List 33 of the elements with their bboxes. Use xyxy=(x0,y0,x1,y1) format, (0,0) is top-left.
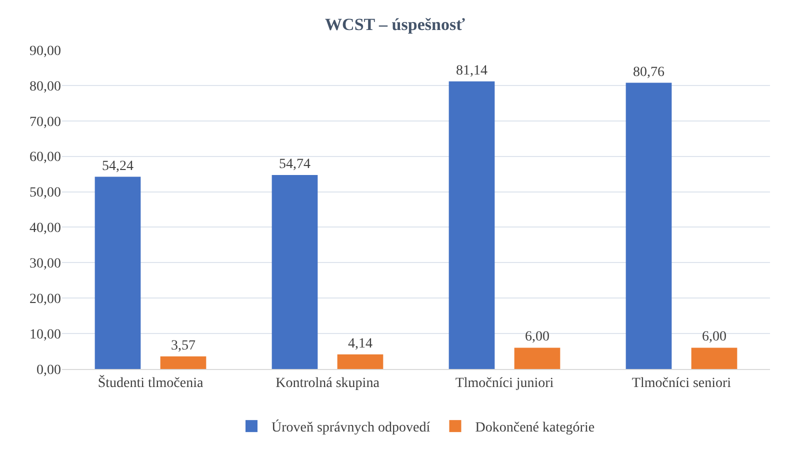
data-label: 6,00 xyxy=(702,330,726,345)
data-label: 3,57 xyxy=(170,338,196,354)
y-tick-label: 80,00 xyxy=(30,79,61,94)
data-label: 6,00 xyxy=(524,330,550,345)
y-tick-label: 20,00 xyxy=(30,292,61,308)
data-label: 54,74 xyxy=(279,156,311,172)
y-tick-label: 0,00 xyxy=(36,362,61,378)
bar xyxy=(272,174,318,369)
y-tick-label: 90,00 xyxy=(30,44,61,59)
data-label: 80,76 xyxy=(633,64,665,80)
bar xyxy=(160,356,206,369)
x-tick-label: Študenti tlmočenia xyxy=(98,374,204,391)
bar xyxy=(514,348,560,369)
y-tick-label: 10,00 xyxy=(30,327,61,342)
data-label: 54,24 xyxy=(102,158,134,174)
x-tick-label: Kontrolná skupina xyxy=(276,376,380,391)
legend-label: Dokončené kategórie xyxy=(475,420,595,436)
bar xyxy=(626,82,672,369)
data-label: 81,14 xyxy=(456,63,488,78)
y-tick-label: 40,00 xyxy=(30,221,61,236)
legend-label: Úroveň správnych odpovedí xyxy=(272,418,430,436)
bar xyxy=(337,354,384,369)
data-label: 4,14 xyxy=(348,336,372,352)
x-tick-label: Tlmočníci juniori xyxy=(455,376,554,391)
y-tick-label: 70,00 xyxy=(30,114,61,130)
bar xyxy=(448,81,495,369)
y-tick-label: 50,00 xyxy=(30,186,61,201)
chart-title: WCST – úspešnosť xyxy=(325,15,466,34)
bar xyxy=(94,176,141,369)
y-tick-label: 60,00 xyxy=(30,150,61,166)
bar xyxy=(691,348,738,369)
x-tick-label: Tlmočníci seniori xyxy=(632,376,732,391)
y-tick-label: 30,00 xyxy=(30,256,61,272)
